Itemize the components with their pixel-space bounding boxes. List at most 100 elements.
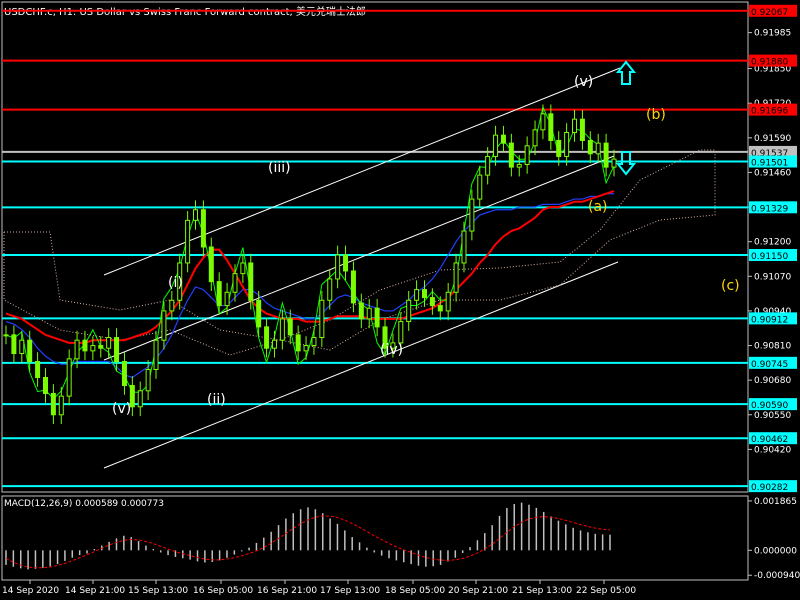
price-candle-body [129,384,135,408]
level-price-label: 0.91880 [751,58,788,68]
y-tick-label: 0.91850 [754,65,791,75]
macd-panel-frame [1,495,749,581]
price-candle-body [406,299,412,323]
level-price-badge [749,398,797,411]
level-price-label: 0.91501 [751,159,788,169]
price-candle-body [248,262,254,301]
price-candle-body [485,155,491,176]
y-tick-label: 0.90810 [754,342,791,352]
price-candle-body [358,302,364,320]
price-candle-body [603,142,609,168]
price-candle-body [114,337,120,363]
wave-label: (v) [574,74,593,90]
y-tick-label: 0.90940 [754,307,791,317]
price-candle-body [240,262,246,275]
price-candle-body [350,270,356,304]
price-candle-body [137,390,143,408]
level-price-label: 0.90745 [751,360,788,370]
level-price-label: 0.90282 [751,483,788,493]
price-candle-body [421,289,427,299]
level-price-badge [749,432,797,445]
wave-label: (i) [168,275,183,291]
y-tick-label: 0.91590 [754,134,791,144]
price-candle-body [295,334,301,352]
y-tick-label: 0.91460 [754,168,791,178]
y-tick-label: 0.91070 [754,272,791,282]
price-candle-body [595,142,601,155]
wave-label: (iii) [268,160,291,176]
channel-upper-line [103,67,621,276]
price-candle-body [153,339,159,370]
level-price-badge [749,312,797,325]
price-candle-body [177,262,183,301]
y-tick-label: 0.90680 [754,376,791,386]
price-candle-body [477,174,483,200]
ichimoku-cloud [3,149,716,356]
level-price-badge [749,155,797,168]
x-tick-label: 16 Sep 21:00 [257,586,317,596]
channel-lower-line [103,261,619,469]
price-candle-body [200,209,206,248]
level-price-label: 0.91150 [751,252,788,262]
level-price-label: 0.91537 [751,149,788,159]
price-candle-body [98,345,104,349]
x-tick-label: 21 Sep 13:00 [512,586,572,596]
x-tick-label: 17 Sep 13:00 [320,586,380,596]
price-candle-body [572,118,578,133]
price-candle-body [429,297,435,307]
price-candle-body [66,358,72,397]
price-candle-body [453,262,459,293]
x-tick-label: 20 Sep 21:00 [448,586,508,596]
price-candle-body [374,307,380,328]
price-candle-body [216,281,222,307]
price-candle-body [311,337,317,347]
price-candle-body [287,318,293,336]
price-candle-body [366,307,372,320]
macd-y-tick-label: 0.001865 [754,497,797,507]
price-candle-body [564,131,570,157]
up-arrow-icon [615,60,637,85]
price-candle-body [145,369,151,392]
macd-signal-line [5,515,611,569]
price-candle-body [579,118,585,141]
price-candle-body [19,339,25,355]
price-candle-body [50,392,56,416]
level-price-badge [749,4,797,17]
x-tick-label: 14 Sep 2020 [2,586,59,596]
wave-label: (b) [646,107,666,123]
price-candle-body [319,299,325,339]
y-tick-label: 0.91985 [754,29,791,39]
price-candle-body [390,342,396,349]
x-tick-label: 18 Sep 05:00 [385,586,445,596]
price-candle-body [279,318,285,341]
price-candle-body [271,339,277,349]
price-candle-body [264,326,270,349]
price-candle-body [11,334,17,355]
price-candle-body [398,321,404,344]
price-candle-body [208,246,214,283]
price-candle-body [382,326,388,349]
price-candle-body [335,254,341,280]
price-candle-body [27,339,33,363]
level-price-badge [749,145,797,158]
price-candle-body [540,113,546,131]
price-candle-body [224,291,230,307]
price-candle-body [327,278,333,301]
price-candle-body [193,209,199,221]
green-line-series [5,105,615,400]
wave-label: (c) [721,278,740,294]
price-candle-body [303,345,309,352]
price-candle-body [232,273,238,293]
price-candle-body [516,163,522,168]
price-candle-body [185,219,191,264]
price-candle-body [121,361,127,386]
price-candle-body [587,139,593,155]
y-tick-label: 0.91200 [754,238,791,248]
red-ma-series [5,190,615,344]
wave-label: (v) [112,401,131,417]
macd-y-tick-label: -0.000940 [754,571,800,581]
price-candle-body [35,361,41,378]
price-candle-body [611,158,617,168]
level-price-badge [749,103,797,116]
